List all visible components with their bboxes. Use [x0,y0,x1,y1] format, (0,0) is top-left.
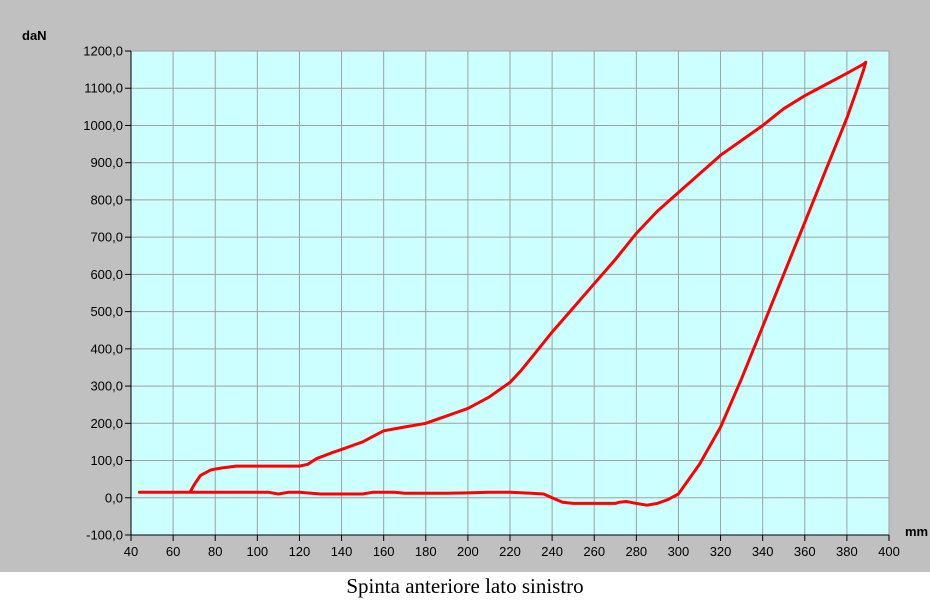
x-tick-label: 80 [208,544,222,559]
x-tick-label: 260 [583,544,605,559]
y-tick-label: 1100,0 [84,81,123,96]
x-tick-label: 140 [331,544,353,559]
series-line-0 [137,60,868,507]
x-tick-label: 200 [457,544,479,559]
x-tick-label: 400 [878,544,900,559]
y-tick-label: 800,0 [90,192,123,207]
series-layer [137,60,868,507]
chart-frame: daN mm -100,0 0,0 100,0 200,0 300,0 400,0 500,… [0,0,930,572]
x-tick-label: 320 [710,544,732,559]
y-tick-label: 700,0 [90,230,123,245]
x-tick-label: 380 [836,544,858,559]
y-axis-unit-label: daN [22,28,47,43]
y-tick-label: 1200,0 [83,44,123,59]
x-tick-label: 40 [124,544,138,559]
x-tick-label: 160 [373,544,395,559]
y-tick-label: 1000,0 [83,118,123,133]
x-tick-label: 300 [668,544,690,559]
x-tick-label: 340 [752,544,774,559]
chart-caption: Spinta anteriore lato sinistro [346,574,584,598]
y-tick-label: -100,0 [86,528,123,543]
y-tick-label: 300,0 [90,379,123,394]
x-tick-label: 120 [289,544,311,559]
y-tick-label: 900,0 [90,155,123,170]
y-tick-label: 200,0 [90,416,123,431]
x-tick-label: 180 [415,544,437,559]
y-tick-label: 600,0 [90,267,123,282]
y-tick-label: 100,0 [90,453,123,468]
y-tick-label: 0,0 [105,490,123,505]
x-axis-ticks: 40 60 80 100 120 140 160 180 200 220 240 260 280 300 3… [124,535,900,559]
y-axis-ticks: -100,0 0,0 100,0 200,0 300,0 400,0 500,0 600,0 7… [83,44,131,543]
y-tick-label: 400,0 [90,341,123,356]
x-tick-label: 60 [166,544,180,559]
x-tick-label: 360 [794,544,816,559]
x-tick-label: 220 [499,544,521,559]
y-tick-label: 500,0 [90,304,123,319]
chart-svg: daN mm -100,0 0,0 100,0 200,0 300,0 400,0 500,… [22,28,928,559]
x-axis-unit-label: mm [905,524,928,539]
x-tick-label: 280 [625,544,647,559]
x-tick-label: 240 [541,544,563,559]
x-tick-label: 100 [246,544,268,559]
